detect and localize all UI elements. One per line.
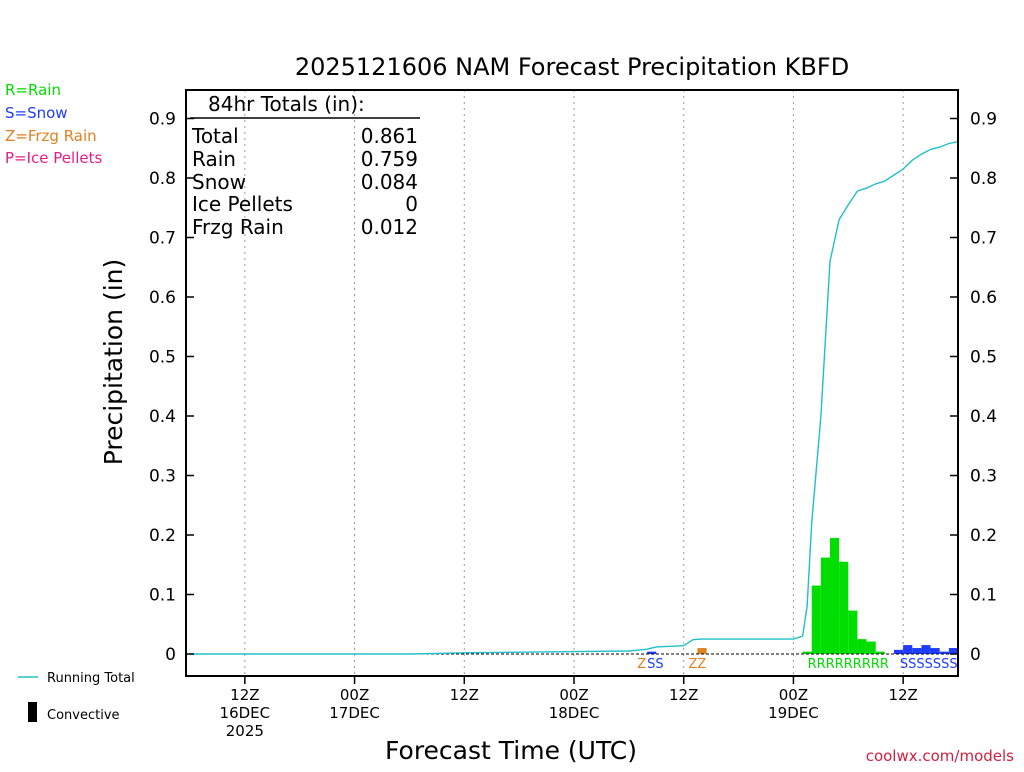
bar-rain-3 <box>839 561 849 654</box>
bar-snow-1 <box>894 649 904 654</box>
ytick-label-left-5: 0.5 <box>149 348 176 368</box>
xtick-label-0-1: 16DEC <box>220 704 271 722</box>
ytick-label-left-7: 0.7 <box>149 229 176 249</box>
xtick-label-3-0: 00Z <box>559 686 588 704</box>
type-code-4: SSSSSSS <box>900 657 958 672</box>
xtick-label-2-0: 12Z <box>450 686 479 704</box>
type-code-1: SS <box>647 657 664 672</box>
convective-legend-label: Convective <box>47 708 120 723</box>
totals-box: 84hr Totals (in): Total 0.861 Rain 0.759… <box>190 92 420 239</box>
xtick-label-1-1: 17DEC <box>329 704 380 722</box>
ytick-label-right-5: 0.5 <box>970 348 997 368</box>
bar-rain-8 <box>802 651 812 654</box>
bar-rain-7 <box>875 651 885 654</box>
x-axis-label: Forecast Time (UTC) <box>385 736 637 765</box>
bar-snow-4 <box>921 645 931 654</box>
ytick-label-left-0: 0 <box>165 645 176 665</box>
totals-value-rain: 0.759 <box>361 147 418 171</box>
totals-value-ice-pellets: 0 <box>405 192 418 216</box>
bar-rain-2 <box>830 537 840 654</box>
ytick-label-left-1: 0.1 <box>149 586 176 606</box>
totals-label-frzg-rain: Frzg Rain <box>192 215 284 239</box>
running-total-legend-label: Running Total <box>47 671 135 686</box>
bar-rain-6 <box>866 641 876 654</box>
totals-value-frzg-rain: 0.012 <box>361 215 418 239</box>
bar-snow-0 <box>647 651 657 654</box>
legend-rain: R=Rain <box>5 81 61 99</box>
xtick-label-0-0: 12Z <box>230 686 259 704</box>
legend-snow: S=Snow <box>5 104 68 122</box>
ytick-label-left-8: 0.8 <box>149 169 176 189</box>
xtick-label-5-0: 00Z <box>779 686 808 704</box>
ytick-label-left-4: 0.4 <box>149 407 176 427</box>
xtick-label-0-2: 2025 <box>226 722 264 740</box>
ytick-label-right-1: 0.1 <box>970 586 997 606</box>
bar-snow-3 <box>912 648 922 654</box>
ytick-label-left-9: 0.9 <box>149 110 176 130</box>
totals-label-snow: Snow <box>192 170 246 194</box>
type-code-0: Z <box>637 657 646 672</box>
ytick-label-right-7: 0.7 <box>970 229 997 249</box>
ytick-label-right-0: 0 <box>970 645 981 665</box>
vertical-gridlines <box>244 90 904 676</box>
bar-rain-5 <box>857 639 867 654</box>
legend-frzg-rain: Z=Frzg Rain <box>5 127 97 145</box>
totals-value-snow: 0.084 <box>361 170 418 194</box>
xtick-label-1-0: 00Z <box>340 686 369 704</box>
ytick-label-right-4: 0.4 <box>970 407 997 427</box>
ytick-label-left-6: 0.6 <box>149 288 176 308</box>
y-axis-left: 0 0.1 0.2 0.3 0.4 0.5 0.6 0.7 0.8 0.9 <box>149 110 194 665</box>
bar-rain-1 <box>820 557 830 654</box>
chart-title: 2025121606 NAM Forecast Precipitation KB… <box>295 53 849 81</box>
precip-type-legend: R=Rain S=Snow Z=Frzg Rain P=Ice Pellets <box>5 81 102 167</box>
legend-ice-pellets: P=Ice Pellets <box>5 149 102 167</box>
ytick-label-right-2: 0.2 <box>970 526 997 546</box>
convective-swatch <box>28 702 37 722</box>
xtick-label-6-0: 12Z <box>888 686 917 704</box>
type-code-3: RRRRRRRRR <box>808 657 889 672</box>
totals-label-rain: Rain <box>192 147 236 171</box>
bar-rain-0 <box>811 585 821 654</box>
plot-frame <box>185 89 959 677</box>
totals-heading: 84hr Totals (in): <box>208 92 365 116</box>
totals-label-ice-pellets: Ice Pellets <box>192 192 293 216</box>
bar-rain-4 <box>848 610 858 654</box>
xtick-label-4-0: 12Z <box>669 686 698 704</box>
ytick-label-right-6: 0.6 <box>970 288 997 308</box>
bar-snow-6 <box>939 651 949 654</box>
running-total-line <box>190 141 959 655</box>
precip-bars <box>647 537 958 654</box>
site-credit: coolwx.com/models <box>866 747 1014 765</box>
precip-type-codes: Z SS ZZ RRRRRRRRR SSSSSSS <box>637 657 957 672</box>
ytick-label-right-8: 0.8 <box>970 169 997 189</box>
xtick-label-3-1: 18DEC <box>549 704 600 722</box>
ytick-label-right-9: 0.9 <box>970 110 997 130</box>
bar-snow-2 <box>903 645 913 654</box>
bar-snow-7 <box>948 648 958 654</box>
ytick-label-right-3: 0.3 <box>970 467 997 487</box>
ytick-label-left-2: 0.2 <box>149 526 176 546</box>
bar-frzg-0 <box>697 648 707 654</box>
line-legend: Running Total Convective <box>18 671 135 723</box>
totals-value-total: 0.861 <box>361 124 418 148</box>
y-axis-right: 0 0.1 0.2 0.3 0.4 0.5 0.6 0.7 0.8 0.9 <box>950 110 997 665</box>
xtick-label-5-1: 19DEC <box>768 704 819 722</box>
ytick-label-left-3: 0.3 <box>149 467 176 487</box>
bar-snow-5 <box>930 648 940 654</box>
type-code-2: ZZ <box>689 657 707 672</box>
y-axis-label: Precipitation (in) <box>99 259 128 466</box>
totals-label-total: Total <box>191 124 239 148</box>
